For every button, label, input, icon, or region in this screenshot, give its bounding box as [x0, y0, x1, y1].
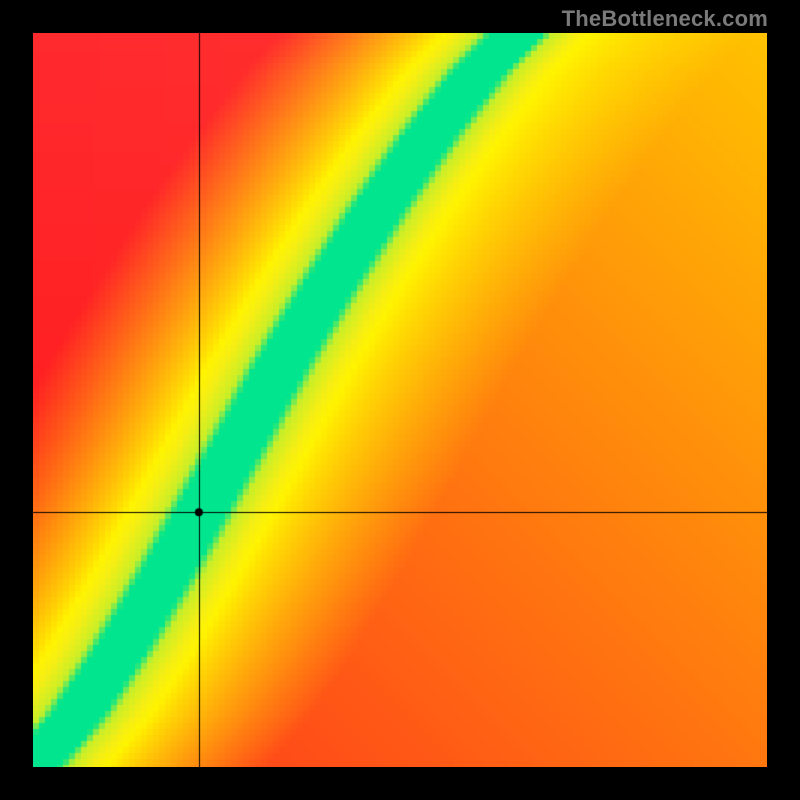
crosshair-overlay [33, 33, 767, 767]
chart-container: { "canvas": { "width": 800, "height": 80… [0, 0, 800, 800]
watermark-text: TheBottleneck.com [562, 6, 768, 32]
